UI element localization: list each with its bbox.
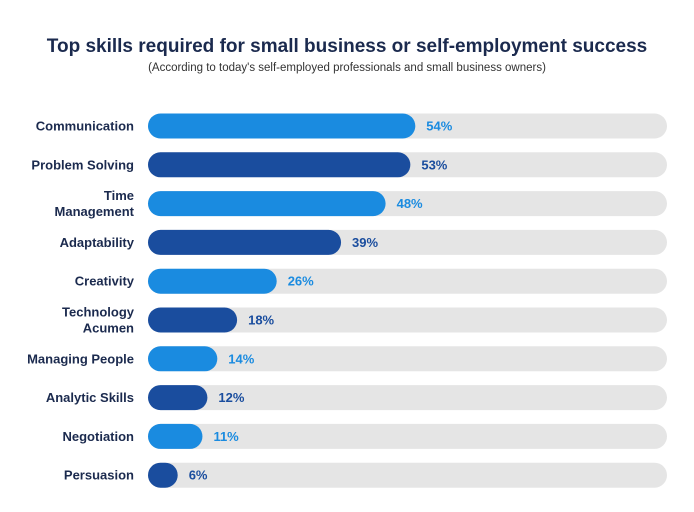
bar-track: [148, 307, 667, 333]
category-label: Technology Acumen: [62, 305, 135, 336]
chart-title: Top skills required for small business o…: [46, 36, 648, 57]
bar-track: [148, 268, 667, 294]
bar: [148, 346, 218, 372]
bar: [148, 462, 178, 488]
data-label: 11%: [213, 429, 239, 444]
data-label: 39%: [352, 235, 378, 250]
bar-track: [148, 385, 667, 411]
bar: [148, 307, 238, 333]
bar-track: [148, 346, 667, 372]
bar: [148, 268, 277, 294]
bar: [148, 191, 386, 217]
category-label: Negotiation: [63, 429, 135, 444]
category-label: Creativity: [75, 274, 135, 289]
category-label: Analytic Skills: [46, 390, 134, 405]
category-label: Adaptability: [60, 235, 135, 250]
bar: [148, 113, 416, 139]
data-label: 6%: [189, 468, 208, 483]
category-label: Problem Solving: [31, 157, 134, 172]
data-label: 18%: [248, 313, 274, 328]
bar: [148, 152, 411, 178]
bar-track: [148, 462, 667, 488]
bar-track: [148, 423, 667, 449]
category-label: Time Management: [55, 188, 135, 219]
data-label: 53%: [421, 157, 447, 172]
data-label: 12%: [218, 390, 244, 405]
chart-subtitle: (According to today's self-employed prof…: [148, 62, 546, 74]
data-label: 26%: [288, 274, 314, 289]
category-label: Managing People: [27, 351, 134, 366]
data-label: 14%: [228, 351, 254, 366]
data-label: 48%: [397, 196, 423, 211]
bar: [148, 423, 203, 449]
bar: [148, 385, 208, 411]
category-label: Communication: [36, 119, 134, 134]
bar: [148, 229, 342, 255]
data-label: 54%: [426, 119, 452, 134]
category-label: Persuasion: [64, 468, 134, 483]
